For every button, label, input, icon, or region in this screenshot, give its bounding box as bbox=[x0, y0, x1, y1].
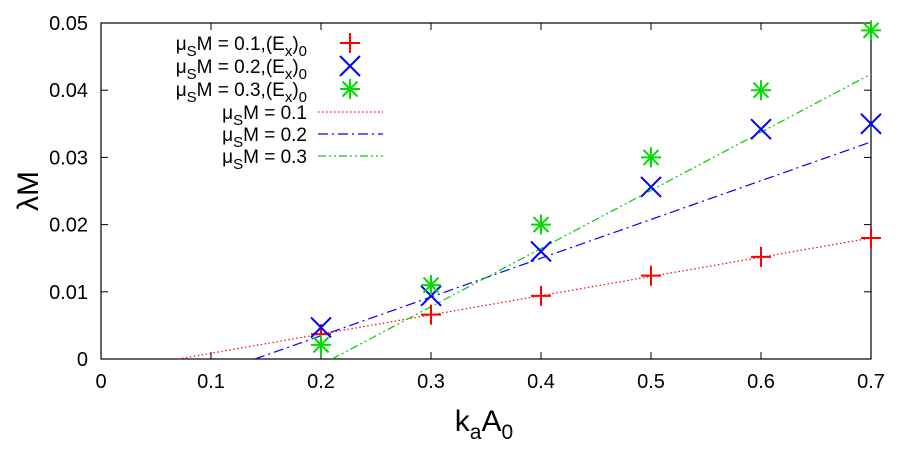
data-points bbox=[310, 20, 882, 355]
legend-label: μSM = 0.2,(Ex)0 bbox=[176, 57, 307, 83]
axis-ticks: 0 0.1 0.2 0.3 0.4 0.5 0.6 0.7 0 0.01 0.02 0.03 0.04 0… bbox=[49, 13, 885, 393]
data-point bbox=[861, 20, 881, 41]
data-point bbox=[751, 246, 771, 267]
data-point bbox=[421, 275, 441, 296]
y-tick-label: 0 bbox=[77, 349, 88, 371]
legend-marker bbox=[339, 55, 361, 77]
x-tick-label: 0 bbox=[95, 371, 106, 393]
fit-line bbox=[331, 73, 872, 360]
legend-label: μSM = 0.1 bbox=[222, 103, 307, 129]
data-point bbox=[311, 334, 331, 355]
x-tick-label: 0.7 bbox=[857, 371, 885, 393]
fit-lines bbox=[177, 73, 872, 360]
y-tick-label: 0.03 bbox=[49, 147, 88, 169]
data-point bbox=[640, 176, 662, 198]
x-tick-label: 0.2 bbox=[307, 371, 335, 393]
y-axis-label: λM bbox=[12, 171, 45, 211]
y-tick-label: 0.04 bbox=[49, 80, 88, 102]
data-point bbox=[751, 80, 771, 101]
x-tick-label: 0.6 bbox=[747, 371, 775, 393]
y-tick-label: 0.05 bbox=[49, 13, 88, 35]
legend-label: μSM = 0.3 bbox=[222, 147, 307, 173]
legend-marker bbox=[340, 33, 360, 53]
y-tick-label: 0.02 bbox=[49, 215, 88, 237]
x-tick-label: 0.4 bbox=[527, 371, 555, 393]
data-point bbox=[860, 113, 882, 135]
data-point bbox=[420, 285, 442, 307]
legend-label: μSM = 0.1,(Ex)0 bbox=[176, 34, 307, 60]
legend-label: μSM = 0.2 bbox=[222, 125, 307, 151]
data-point bbox=[750, 118, 772, 140]
data-point bbox=[421, 304, 441, 325]
x-tick-label: 0.5 bbox=[637, 371, 665, 393]
fit-line bbox=[254, 141, 872, 360]
x-tick-label: 0.3 bbox=[417, 371, 445, 393]
legend-label: μSM = 0.3,(Ex)0 bbox=[176, 80, 307, 106]
x-tick-label: 0.1 bbox=[197, 371, 225, 393]
data-point bbox=[530, 240, 552, 263]
data-point bbox=[641, 265, 661, 286]
data-point bbox=[310, 316, 332, 339]
x-axis-label: kaA0 bbox=[455, 405, 513, 444]
data-point bbox=[531, 214, 551, 235]
data-point bbox=[641, 147, 661, 168]
legend-marker bbox=[340, 79, 360, 99]
plot-frame bbox=[100, 22, 872, 360]
y-tick-label: 0.01 bbox=[49, 282, 88, 304]
data-point bbox=[531, 285, 551, 306]
data-point bbox=[861, 228, 881, 249]
fit-line bbox=[177, 237, 872, 360]
